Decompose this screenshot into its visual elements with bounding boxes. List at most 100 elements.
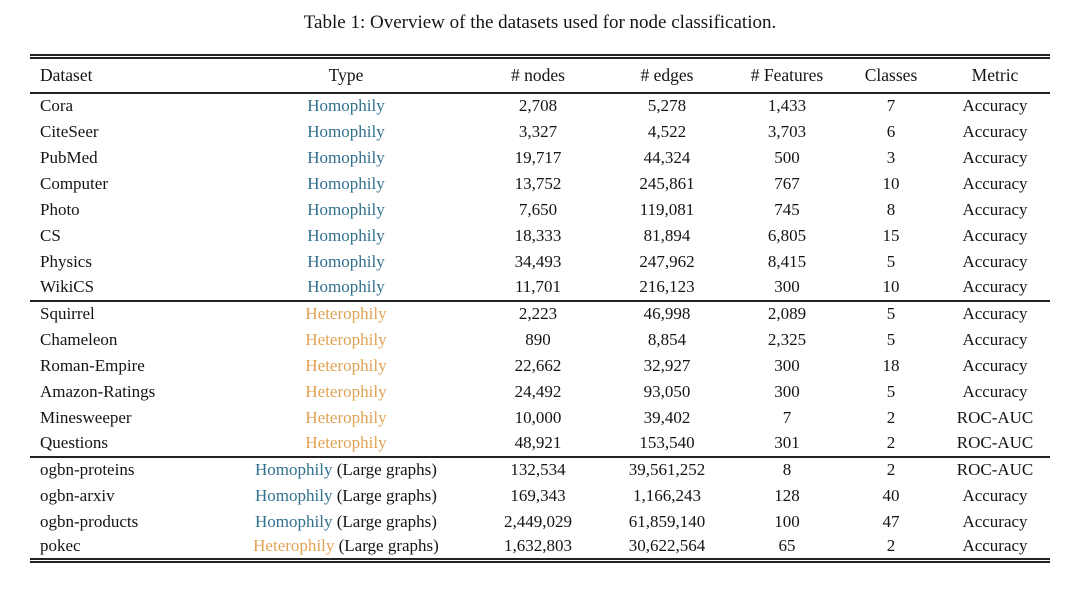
type-suffix: (Large graphs) xyxy=(334,536,439,556)
cell-dataset: Physics xyxy=(40,251,92,271)
cell-metric: ROC-AUC xyxy=(956,433,1034,452)
table-row: ogbn-products Homophily (Large graphs) 2,4… xyxy=(30,509,1050,535)
table-row: ogbn-arxiv Homophily (Large graphs) 169,34… xyxy=(30,483,1050,509)
cell-type: Heterophily (Large graphs) xyxy=(218,535,474,561)
cell-type: Homophily xyxy=(218,275,474,301)
section-homophily: Cora Homophily 2,708 5,278 1,433 7 Accuracy Cit… xyxy=(30,93,1050,301)
cell-type: Homophily xyxy=(218,119,474,145)
cell-type: Heterophily xyxy=(218,327,474,353)
cell-features: 2,089 xyxy=(767,304,807,323)
table-row: PubMed Homophily 19,717 44,324 500 3 Accuracy xyxy=(30,145,1050,171)
cell-classes: 7 xyxy=(886,96,896,115)
table-row: pokec Heterophily (Large graphs) 1,632,803… xyxy=(30,535,1050,561)
cell-metric: Accuracy xyxy=(962,536,1028,556)
type-label: Heterophily xyxy=(253,536,335,556)
cell-edges: 247,962 xyxy=(639,251,695,271)
cell-edges: 1,166,243 xyxy=(633,485,701,505)
cell-features: 301 xyxy=(774,433,800,452)
type-label: Heterophily xyxy=(305,355,387,375)
type-suffix: (Large graphs) xyxy=(332,511,437,531)
table-row: CS Homophily 18,333 81,894 6,805 15 Accuracy xyxy=(30,223,1050,249)
type-suffix: (Large graphs) xyxy=(332,485,437,505)
cell-type: Heterophily xyxy=(218,431,474,457)
type-label: Heterophily xyxy=(305,304,387,323)
table-row: CiteSeer Homophily 3,327 4,522 3,703 6 Accurac… xyxy=(30,119,1050,145)
cell-nodes: 22,662 xyxy=(514,355,562,375)
cell-edges: 39,402 xyxy=(643,407,691,427)
cell-dataset: Computer xyxy=(40,173,108,193)
cell-edges: 30,622,564 xyxy=(628,536,706,556)
cell-classes: 40 xyxy=(882,485,900,505)
column-header-features: # Features xyxy=(750,64,824,85)
cell-edges: 4,522 xyxy=(647,121,687,141)
type-label: Homophily xyxy=(307,277,385,296)
cell-nodes: 890 xyxy=(525,329,551,349)
cell-edges: 8,854 xyxy=(647,329,687,349)
type-label: Homophily xyxy=(255,511,333,531)
cell-features: 65 xyxy=(778,536,796,556)
cell-metric: Accuracy xyxy=(962,225,1028,245)
cell-metric: ROC-AUC xyxy=(956,460,1034,479)
column-header-type: Type xyxy=(328,64,364,85)
table-row: Chameleon Heterophily 890 8,854 2,325 5 Accura… xyxy=(30,327,1050,353)
cell-type: Homophily (Large graphs) xyxy=(218,457,474,483)
cell-dataset: Roman-Empire xyxy=(40,355,145,375)
table-row: Squirrel Heterophily 2,223 46,998 2,089 5 Accu… xyxy=(30,301,1050,327)
cell-dataset: Minesweeper xyxy=(40,407,132,427)
cell-features: 1,433 xyxy=(767,96,807,115)
cell-nodes: 19,717 xyxy=(514,147,562,167)
cell-classes: 5 xyxy=(886,251,896,271)
cell-type: Heterophily xyxy=(218,405,474,431)
cell-classes: 2 xyxy=(886,460,896,479)
cell-dataset: ogbn-products xyxy=(40,511,139,531)
cell-type: Homophily xyxy=(218,171,474,197)
datasets-table: Dataset Type # nodes # edges # Features Class… xyxy=(30,54,1050,563)
type-label: Homophily xyxy=(307,225,385,245)
cell-features: 500 xyxy=(774,147,800,167)
cell-classes: 6 xyxy=(886,121,896,141)
cell-metric: Accuracy xyxy=(962,121,1028,141)
cell-features: 6,805 xyxy=(767,225,807,245)
type-label: Homophily xyxy=(255,485,333,505)
cell-nodes: 48,921 xyxy=(514,433,562,452)
cell-features: 8,415 xyxy=(767,251,807,271)
table-row: Amazon-Ratings Heterophily 24,492 93,050 300… xyxy=(30,379,1050,405)
section-heterophily: Squirrel Heterophily 2,223 46,998 2,089 5 Accu… xyxy=(30,300,1050,457)
table-row: Questions Heterophily 48,921 153,540 301 2 ROC… xyxy=(30,431,1050,457)
cell-dataset: Photo xyxy=(40,199,80,219)
cell-features: 300 xyxy=(774,381,800,401)
cell-classes: 15 xyxy=(882,225,900,245)
section-large-graphs: ogbn-proteins Homophily (Large graphs) 132… xyxy=(30,456,1050,561)
cell-features: 745 xyxy=(774,199,800,219)
cell-classes: 2 xyxy=(886,407,896,427)
cell-type: Homophily xyxy=(218,249,474,275)
cell-classes: 3 xyxy=(886,147,896,167)
table-row: Roman-Empire Heterophily 22,662 32,927 300 18… xyxy=(30,353,1050,379)
type-label: Homophily xyxy=(307,147,385,167)
table-row: WikiCS Homophily 11,701 216,123 300 10 Accurac… xyxy=(30,275,1050,301)
cell-features: 7 xyxy=(782,407,792,427)
cell-features: 300 xyxy=(774,277,800,296)
cell-metric: ROC-AUC xyxy=(956,407,1034,427)
column-header-classes: Classes xyxy=(864,64,918,85)
cell-nodes: 34,493 xyxy=(514,251,562,271)
table-header: Dataset Type # nodes # edges # Features Class… xyxy=(30,57,1050,93)
cell-nodes: 10,000 xyxy=(514,407,562,427)
type-suffix: (Large graphs) xyxy=(332,460,437,479)
cell-metric: Accuracy xyxy=(962,355,1028,375)
table-row: Minesweeper Heterophily 10,000 39,402 7 2 ROC-… xyxy=(30,405,1050,431)
cell-edges: 32,927 xyxy=(643,355,691,375)
cell-classes: 5 xyxy=(886,381,896,401)
cell-type: Heterophily xyxy=(218,301,474,327)
type-label: Homophily xyxy=(255,460,333,479)
table-header-row: Dataset Type # nodes # edges # Features Class… xyxy=(30,57,1050,93)
cell-dataset: CiteSeer xyxy=(40,121,99,141)
cell-metric: Accuracy xyxy=(962,304,1028,323)
cell-dataset: ogbn-arxiv xyxy=(40,485,115,505)
cell-dataset: WikiCS xyxy=(40,277,95,296)
cell-metric: Accuracy xyxy=(962,96,1028,115)
table-row: Computer Homophily 13,752 245,861 767 10 Accur… xyxy=(30,171,1050,197)
cell-metric: Accuracy xyxy=(962,511,1028,531)
cell-features: 767 xyxy=(774,173,800,193)
